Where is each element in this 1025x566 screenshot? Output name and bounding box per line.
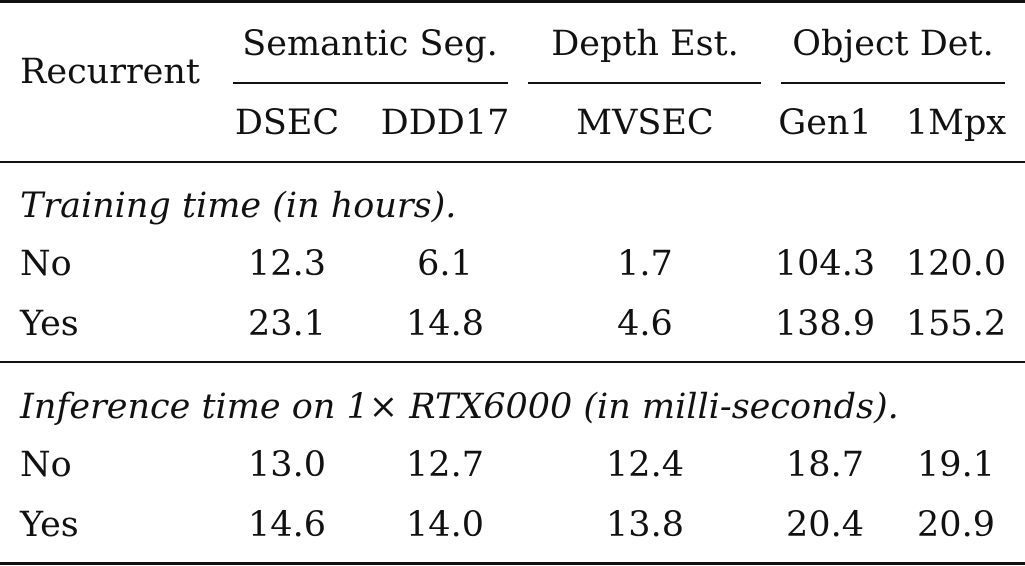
top-rule (0, 0, 1025, 3)
section-rule (0, 361, 1025, 363)
row-label: No (20, 445, 72, 485)
table-cell: 12.3 (248, 244, 326, 284)
group-rule-semantic-seg (233, 82, 508, 84)
column-header-ddd17: DDD17 (380, 103, 510, 143)
table-cell: 19.1 (917, 445, 995, 485)
column-header-mvsec: MVSEC (576, 103, 714, 143)
row-label: Yes (20, 304, 79, 344)
table-cell: 155.2 (905, 304, 1007, 344)
header-rule (0, 161, 1025, 163)
section-title-inference-time: Inference time on 1× RTX6000 (in milli-s… (20, 387, 899, 427)
column-header-1mpx: 1Mpx (905, 103, 1007, 143)
table-cell: 14.6 (248, 505, 326, 545)
table-cell: 13.8 (606, 505, 684, 545)
table-cell: 20.4 (786, 505, 864, 545)
group-rule-depth-est (528, 82, 761, 84)
table-cell: 18.7 (786, 445, 864, 485)
column-header-gen1: Gen1 (778, 103, 872, 143)
table-cell: 13.0 (248, 445, 326, 485)
table-cell: 14.0 (406, 505, 484, 545)
bottom-rule (0, 562, 1025, 565)
table-cell: 138.9 (774, 304, 876, 344)
row-label: Yes (20, 505, 79, 545)
table-cell: 104.3 (774, 244, 876, 284)
table-cell: 6.1 (417, 244, 473, 284)
column-header-dsec: DSEC (234, 103, 340, 143)
table-cell: 20.9 (917, 505, 995, 545)
section-title-training-time: Training time (in hours). (20, 186, 457, 226)
table-cell: 120.0 (905, 244, 1007, 284)
table-cell: 1.7 (617, 244, 673, 284)
group-rule-object-det (781, 82, 1005, 84)
table-cell: 12.7 (406, 445, 484, 485)
table-cell: 23.1 (248, 304, 326, 344)
group-header-object-det: Object Det. (792, 24, 994, 64)
table-cell: 14.8 (406, 304, 484, 344)
row-header-label: Recurrent (20, 52, 200, 92)
row-label: No (20, 244, 72, 284)
table-cell: 12.4 (606, 445, 684, 485)
table-cell: 4.6 (617, 304, 673, 344)
group-header-depth-est: Depth Est. (551, 24, 739, 64)
group-header-semantic-seg: Semantic Seg. (242, 24, 498, 64)
